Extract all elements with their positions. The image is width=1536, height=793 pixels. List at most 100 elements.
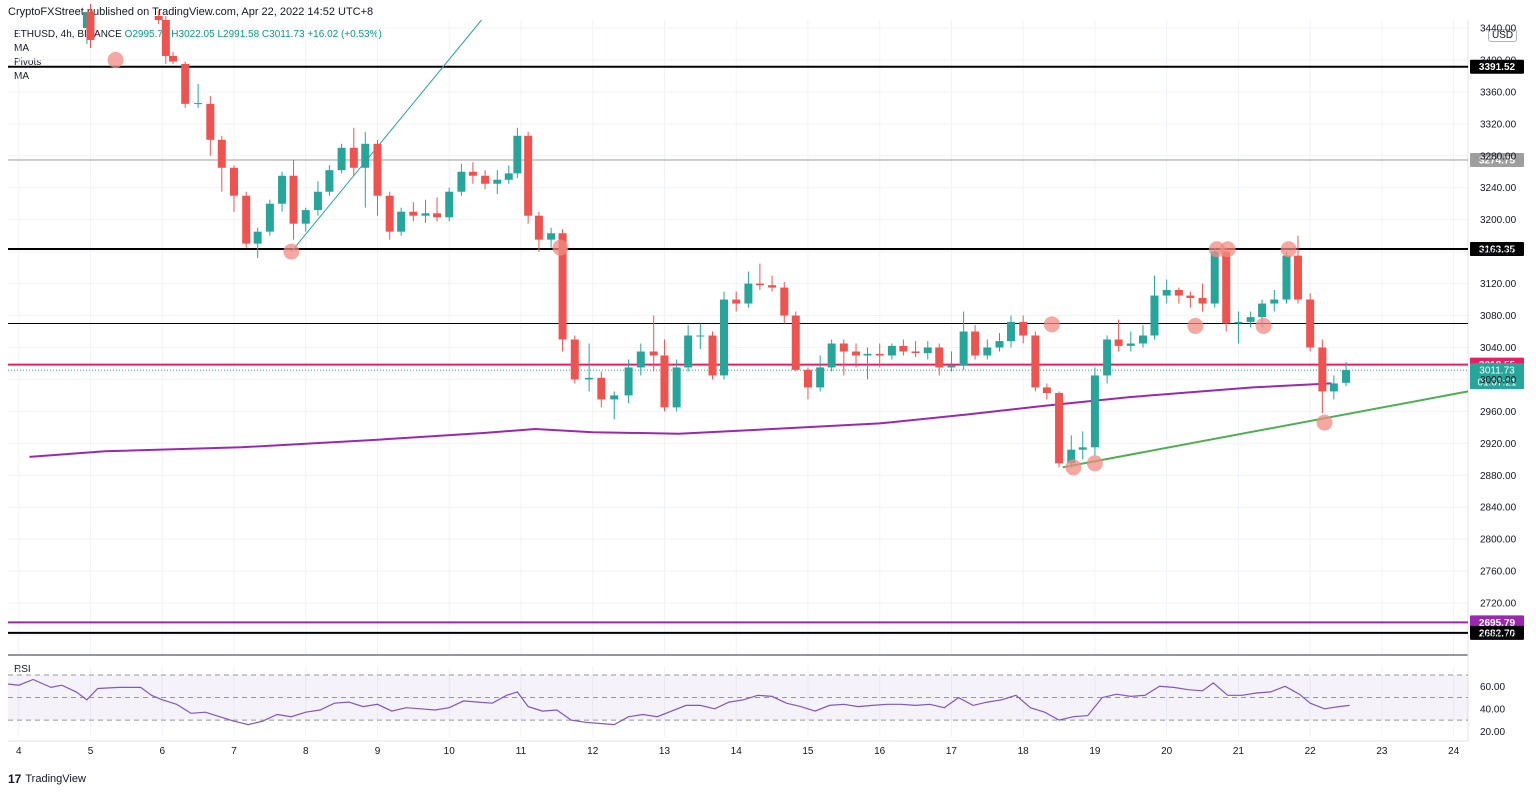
time-tick-label: 9 (375, 746, 381, 757)
price-tick-label: 3360.00 (1480, 87, 1517, 98)
price-tick-label: 3120.00 (1480, 279, 1517, 290)
candle-body (899, 345, 908, 352)
indicator-ma-2[interactable]: MA (14, 71, 29, 82)
time-tick-label: 20 (1161, 746, 1173, 757)
candle-body (585, 377, 594, 380)
time-tick-label: 18 (1018, 746, 1030, 757)
candle-body (481, 175, 490, 184)
price-tick-label: 3400.00 (1480, 55, 1517, 66)
price-tick-label: 2960.00 (1480, 407, 1517, 418)
candle-body (242, 195, 251, 244)
candle-body (1162, 289, 1171, 296)
candle-body (385, 195, 394, 232)
level-label: 2682.70 (1479, 628, 1516, 639)
candle-body (887, 345, 896, 356)
candle-body (875, 353, 884, 356)
candle-body (513, 135, 522, 174)
candle-body (791, 315, 800, 370)
pivot-marker (1187, 317, 1204, 334)
tradingview-logo[interactable]: 17 TradingView (8, 772, 86, 786)
level-label-bg (1470, 625, 1524, 640)
candle-body (1270, 299, 1279, 304)
level-label-bg (1470, 59, 1524, 74)
price-tick-label: 3040.00 (1480, 343, 1517, 354)
price-tick-label: 3320.00 (1480, 119, 1517, 130)
candle-body (86, 12, 95, 40)
rsi-label: RSI (14, 664, 31, 675)
candle-body (154, 16, 163, 20)
candle-body (1138, 335, 1147, 344)
candle-body (597, 377, 606, 400)
candle-body (911, 351, 920, 354)
time-tick-label: 7 (231, 746, 237, 757)
price-tick-label: 3080.00 (1480, 311, 1517, 322)
grid (8, 20, 1469, 742)
time-tick-label: 16 (874, 746, 886, 757)
candles (82, 4, 1351, 468)
candle-body (524, 135, 533, 216)
pivot-markers (107, 51, 1333, 476)
candle-body (1174, 289, 1183, 296)
pivot-marker (552, 239, 569, 256)
candle-body (206, 103, 215, 140)
candle-body (1055, 393, 1064, 464)
candle-body (534, 215, 543, 240)
candle-body (1306, 299, 1315, 348)
time-tick-label: 17 (946, 746, 958, 757)
current-price-bg (1470, 363, 1524, 390)
candle-body (1186, 295, 1195, 298)
level-label-bg (1470, 241, 1524, 256)
candle-body (983, 347, 992, 356)
pivot-marker (1086, 455, 1103, 472)
pivot-marker (1065, 459, 1082, 476)
candle-body (1282, 255, 1291, 300)
time-axis: 4 5 6 7 8 9 10 11 12 13 14 15 16 17 18 19 20 21 22 23 24 (16, 746, 1460, 757)
candle-body (1210, 251, 1219, 304)
level-label: 3163.35 (1479, 244, 1516, 255)
candle-body (1198, 297, 1207, 304)
current-price-label: 3011.73 (1479, 366, 1515, 377)
time-tick-label: 5 (88, 746, 94, 757)
candle-body (1318, 347, 1327, 392)
price-tick-label: 2880.00 (1480, 471, 1517, 482)
symbol-line: ETHUSD, 4h, BINANCE (14, 29, 122, 40)
currency-badge[interactable]: USD (1488, 29, 1518, 42)
candle-body (1103, 339, 1112, 376)
candle-body (313, 191, 322, 211)
candle-body (744, 283, 753, 304)
candle-body (169, 55, 178, 62)
candle-body (1078, 447, 1087, 450)
candle-body (325, 170, 334, 192)
time-tick-label: 22 (1305, 746, 1317, 757)
candle-body (852, 351, 861, 356)
candle-body (278, 175, 287, 204)
price-tick-label: 2800.00 (1480, 535, 1517, 546)
candle-body (1246, 317, 1255, 322)
price-tick-label: 3440.00 (1480, 23, 1517, 34)
candle-body (253, 231, 262, 244)
candle-body (409, 211, 418, 216)
pivot-marker (107, 51, 124, 68)
candle-body (181, 63, 190, 104)
candle-body (337, 147, 346, 171)
candle-body (1042, 387, 1051, 394)
indicator-pivots[interactable]: Pivots (14, 57, 42, 68)
candle-body (708, 335, 717, 376)
candle-body (660, 355, 669, 408)
candle-body (1293, 255, 1302, 300)
candle-body (547, 233, 556, 240)
indicator-ma-1[interactable]: MA (14, 43, 29, 54)
candle-body (1019, 321, 1028, 336)
candle-body (923, 347, 932, 354)
level-label: 3274.75 (1479, 155, 1516, 166)
rsi-tick-label: 60.00 (1480, 682, 1505, 693)
price-tick-label: 3200.00 (1480, 215, 1517, 226)
time-tick-label: 23 (1376, 746, 1388, 757)
time-tick-label: 8 (303, 746, 309, 757)
candle-body (468, 171, 477, 176)
candle-body (457, 171, 466, 192)
candle-body (672, 367, 681, 408)
level-label-bg (1470, 152, 1524, 167)
candle-body (301, 210, 310, 224)
